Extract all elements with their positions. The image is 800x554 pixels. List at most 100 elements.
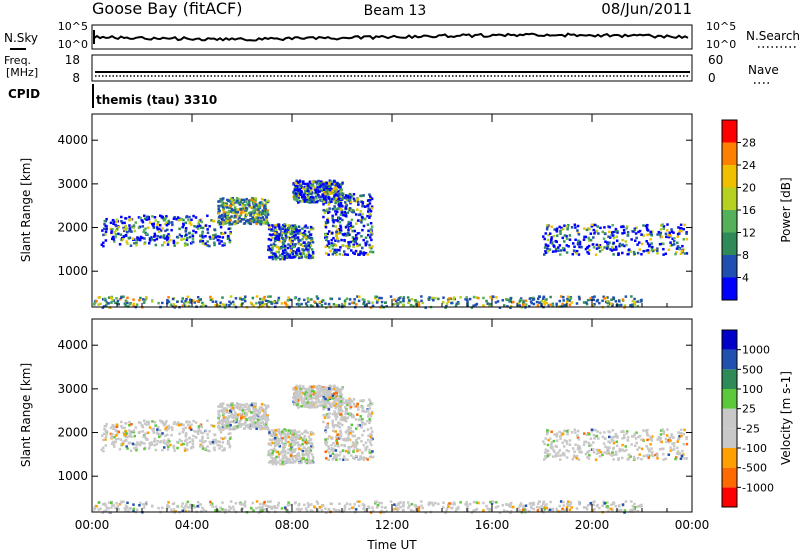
echo-cell [231,300,235,304]
echo-cell [548,248,552,251]
echo-cell [103,428,106,431]
echo-cell [150,238,154,241]
echo-cell [323,211,327,214]
echo-cell [362,224,366,228]
echo-cell [282,451,285,454]
echo-cell [183,449,187,452]
echo-cell [368,213,371,216]
echo-cell [338,425,342,429]
echo-cell [185,233,188,236]
echo-cell [668,436,671,439]
echo-cell [669,446,672,449]
echo-cell [303,434,307,438]
echo-cell [150,443,154,446]
echo-cell [272,256,276,259]
echo-cell [226,442,230,446]
echo-cell [327,458,330,461]
echo-cell [282,240,285,243]
echo-cell [555,302,558,306]
echo-cell [274,223,277,227]
echo-cell [532,296,535,300]
echo-cell [309,181,312,185]
echo-cell [577,458,581,461]
echo-cell [343,437,347,441]
echo-cell [262,423,266,426]
echo-cell [254,402,257,405]
echo-cell [555,432,559,436]
echo-cell [326,394,329,397]
echo-cell [601,248,604,252]
echo-cell [618,242,622,246]
echo-cell [173,449,176,452]
echo-cell [577,295,581,299]
echo-cell [296,232,300,235]
echo-cell [102,227,106,231]
echo-cell [602,237,606,240]
echo-cell [685,237,689,241]
echo-cell [662,225,666,228]
echo-cell [253,414,256,417]
echo-cell [288,461,291,464]
echo-cell [333,399,336,402]
echo-cell [337,412,340,415]
echo-cell [251,296,255,300]
echo-cell [222,205,225,209]
echo-cell [645,239,648,243]
echo-cell [311,461,314,464]
echo-cell [296,185,299,188]
echo-cell [334,444,337,447]
echo-cell [671,237,674,241]
echo-cell [148,426,152,429]
echo-cell [240,423,244,426]
echo-cell [176,505,179,509]
echo-cell [540,299,544,303]
echo-cell [339,389,342,393]
echo-cell [490,502,494,505]
echo-cell [309,225,313,229]
echo-cell [224,202,228,206]
echo-cell [223,203,227,207]
echo-cell [466,302,469,306]
echo-cell [669,244,673,247]
echo-cell [339,436,342,439]
echo-cell [626,233,630,237]
echo-cell [105,217,108,221]
echo-cell [158,214,162,217]
echo-cell [329,389,332,392]
echo-cell [366,428,370,431]
echo-cell [110,434,114,437]
echo-cell [166,243,170,246]
echo-cell [238,419,242,423]
echo-cell [662,432,665,435]
echo-cell [544,243,548,246]
echo-cell [622,228,626,232]
echo-cell [114,229,118,232]
echo-cell [646,453,650,457]
echo-cell [546,247,549,250]
echo-cell [325,440,329,444]
echo-cell [348,207,352,210]
echo-cell [509,300,512,303]
echo-cell [530,297,533,300]
echo-cell [229,410,233,414]
echo-cell [324,199,328,202]
echo-cell [311,455,315,459]
echo-cell [285,440,288,444]
echo-cell [268,452,271,456]
echo-cell [626,231,630,234]
echo-cell [327,196,331,199]
echo-cell [242,403,246,407]
echo-cell [213,446,216,450]
echo-cell [592,228,596,232]
echo-cell [297,434,301,438]
echo-cell [196,432,200,435]
echo-cell [330,200,333,204]
echo-cell [633,444,637,448]
echo-cell [331,224,335,228]
echo-cell [348,449,351,453]
echo-cell [248,404,252,407]
echo-cell [299,444,302,447]
echo-cell [187,304,191,308]
echo-cell [334,210,337,213]
echo-cell [349,196,352,199]
